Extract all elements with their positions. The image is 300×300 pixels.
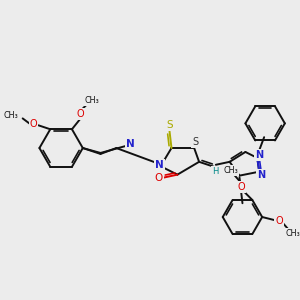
Text: N: N — [255, 150, 263, 160]
Text: CH₃: CH₃ — [223, 166, 238, 175]
Text: O: O — [154, 172, 163, 183]
Text: S: S — [166, 120, 173, 130]
Text: CH₃: CH₃ — [4, 111, 19, 120]
Text: CH₃: CH₃ — [285, 229, 300, 238]
Text: N: N — [126, 139, 134, 149]
Text: O: O — [275, 216, 283, 226]
Text: N: N — [257, 169, 265, 180]
Text: O: O — [30, 119, 37, 129]
Text: S: S — [192, 137, 198, 147]
Text: N: N — [155, 160, 164, 170]
Text: H: H — [212, 167, 218, 176]
Text: O: O — [238, 182, 245, 192]
Text: CH₃: CH₃ — [84, 96, 99, 105]
Text: O: O — [76, 110, 84, 119]
